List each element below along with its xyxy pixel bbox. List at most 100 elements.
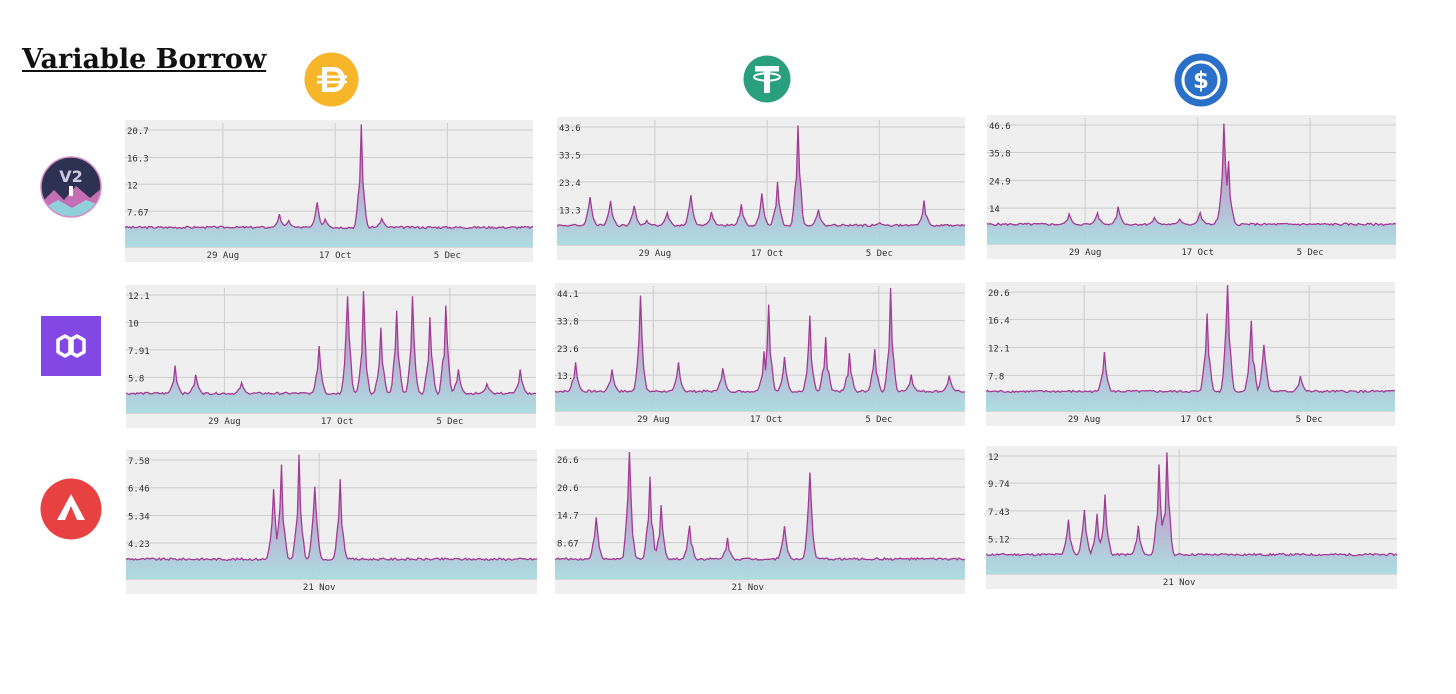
x-tick-label: 5 Dec (436, 417, 463, 427)
svg-text:$: $ (1193, 68, 1209, 94)
y-tick-label: 16.3 (127, 154, 149, 164)
aave-v2-icon: V2 (40, 156, 102, 222)
y-tick-label: 7.8 (988, 372, 1004, 382)
chart-svg: 7.58 6.46 5.34 4.23 21 Nov (126, 453, 537, 593)
y-tick-label: 33.5 (559, 151, 581, 161)
y-tick-label: 43.6 (559, 124, 581, 134)
chart-svg: 20.7 16.3 12 7.67 29 Aug 17 Oct 5 Dec (125, 123, 533, 261)
page-title: Variable Borrow (22, 44, 267, 75)
series-area (557, 125, 965, 245)
y-tick-label: 23.4 (559, 179, 581, 189)
y-tick-label: 46.6 (989, 122, 1011, 132)
y-tick-label: 5.12 (988, 536, 1010, 546)
x-tick-label: 21 Nov (303, 583, 336, 593)
y-tick-label: 23.6 (557, 345, 579, 355)
y-tick-label: 20.6 (988, 289, 1010, 299)
x-tick-label: 5 Dec (434, 251, 461, 261)
x-tick-label: 29 Aug (208, 417, 241, 427)
x-tick-label: 5 Dec (865, 415, 892, 425)
y-tick-label: 14 (989, 205, 1000, 215)
y-tick-label: 9.74 (988, 480, 1010, 490)
chart-row2-dai: 12.1 10 7.91 5.8 29 Aug 17 Oct 5 Dec (126, 285, 536, 428)
x-tick-label: 17 Oct (1181, 248, 1214, 258)
y-tick-label: 16.4 (988, 316, 1010, 326)
y-tick-label: 24.9 (989, 177, 1011, 187)
series-area (986, 452, 1397, 574)
x-tick-label: 29 Aug (639, 249, 672, 259)
avalanche-icon (40, 478, 102, 544)
dai-icon (304, 52, 359, 111)
chart-row1-tether: 43.6 33.5 23.4 13.3 29 Aug 17 Oct 5 Dec (557, 117, 965, 260)
series-area (987, 123, 1396, 244)
chart-row1-usdc: 46.6 35.8 24.9 14 29 Aug 17 Oct 5 Dec (987, 115, 1396, 259)
series-line (125, 124, 533, 230)
x-tick-label: 29 Aug (207, 251, 240, 261)
y-tick-label: 12 (988, 453, 999, 463)
series-line (987, 123, 1396, 227)
chart-svg: 12.1 10 7.91 5.8 29 Aug 17 Oct 5 Dec (126, 288, 536, 427)
x-tick-label: 5 Dec (1296, 415, 1323, 425)
x-tick-label: 17 Oct (1180, 415, 1213, 425)
chart-row2-usdc: 20.6 16.4 12.1 7.8 29 Aug 17 Oct 5 Dec (986, 282, 1395, 426)
tether-icon (743, 55, 791, 107)
x-tick-label: 17 Oct (750, 415, 783, 425)
y-tick-label: 10 (128, 319, 139, 329)
y-tick-label: 7.91 (128, 347, 150, 357)
y-tick-label: 20.6 (557, 484, 579, 494)
x-tick-label: 21 Nov (1163, 578, 1196, 588)
y-tick-label: 12 (127, 181, 138, 191)
y-tick-label: 12.1 (128, 292, 150, 302)
x-tick-label: 29 Aug (1069, 248, 1102, 258)
y-tick-label: 20.7 (127, 127, 149, 137)
y-tick-label: 6.46 (128, 485, 150, 495)
y-tick-label: 7.67 (127, 208, 149, 218)
series-area (986, 285, 1395, 411)
series-line (126, 454, 537, 562)
y-tick-label: 8.67 (557, 540, 579, 550)
y-tick-label: 12.1 (988, 344, 1010, 354)
y-tick-label: 44.1 (557, 290, 579, 300)
x-tick-label: 29 Aug (1068, 415, 1101, 425)
y-tick-label: 13.3 (559, 206, 581, 216)
y-tick-label: 33.8 (557, 318, 579, 328)
series-line (126, 291, 536, 396)
y-tick-label: 7.58 (128, 457, 150, 467)
y-tick-label: 5.8 (128, 374, 144, 384)
chart-row2-tether: 44.1 33.8 23.6 13.4 29 Aug 17 Oct 5 Dec (555, 283, 965, 426)
series-line (986, 452, 1397, 557)
series-line (555, 451, 965, 561)
series-area (125, 124, 533, 247)
series-area (126, 454, 537, 579)
chart-svg: 43.6 33.5 23.4 13.3 29 Aug 17 Oct 5 Dec (557, 120, 965, 259)
chart-svg: 12 9.74 7.43 5.12 21 Nov (986, 449, 1397, 588)
x-tick-label: 17 Oct (319, 251, 352, 261)
series-line (555, 287, 965, 394)
x-tick-label: 5 Dec (1297, 248, 1324, 258)
y-tick-label: 5.34 (128, 512, 150, 522)
y-tick-label: 4.23 (128, 540, 150, 550)
y-tick-label: 13.4 (557, 372, 579, 382)
chart-svg: 26.6 20.6 14.7 8.67 21 Nov (555, 451, 965, 593)
series-line (986, 284, 1395, 394)
y-tick-label: 14.7 (557, 511, 579, 521)
chart-svg: 46.6 35.8 24.9 14 29 Aug 17 Oct 5 Dec (987, 118, 1396, 258)
y-tick-label: 26.6 (557, 456, 579, 466)
x-tick-label: 5 Dec (866, 249, 893, 259)
chart-row3-usdc: 12 9.74 7.43 5.12 21 Nov (986, 446, 1397, 589)
y-tick-label: 7.43 (988, 508, 1010, 518)
x-tick-label: 17 Oct (321, 417, 354, 427)
chart-svg: 20.6 16.4 12.1 7.8 29 Aug 17 Oct 5 Dec (986, 284, 1395, 425)
chart-row3-tether: 26.6 20.6 14.7 8.67 21 Nov (555, 449, 965, 594)
chart-svg: 44.1 33.8 23.6 13.4 29 Aug 17 Oct 5 Dec (555, 286, 965, 425)
y-tick-label: 35.8 (989, 150, 1011, 160)
series-area (555, 287, 965, 411)
svg-text:V2: V2 (59, 167, 83, 186)
series-line (557, 125, 965, 228)
usdc-icon: $ (1174, 53, 1228, 111)
x-tick-label: 17 Oct (751, 249, 784, 259)
series-area (126, 291, 536, 413)
x-tick-label: 29 Aug (637, 415, 670, 425)
x-tick-label: 21 Nov (731, 583, 764, 593)
polygon-icon (41, 316, 101, 380)
chart-row3-dai: 7.58 6.46 5.34 4.23 21 Nov (126, 450, 537, 594)
